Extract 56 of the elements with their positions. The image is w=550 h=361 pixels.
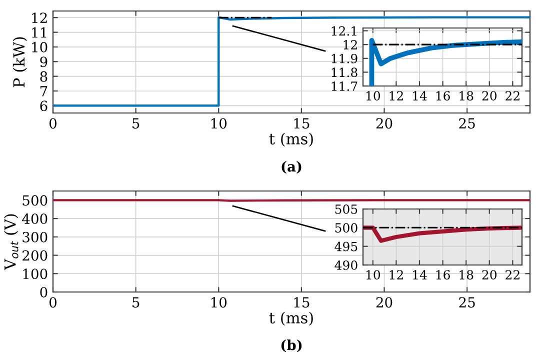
y-tick-label: 11.8 <box>332 68 358 78</box>
y-tick-label: 8 <box>40 71 48 82</box>
y-tick-label: 500 <box>22 195 48 206</box>
y-axis-title: P (kW) <box>12 37 27 88</box>
y-tick-label: 400 <box>22 214 48 224</box>
y-tick-label: 505 <box>335 204 358 214</box>
x-tick-label: 25 <box>459 297 475 308</box>
x-tick-label: 20 <box>482 270 497 280</box>
x-tick-label: 20 <box>376 118 392 129</box>
line-series <box>369 38 522 86</box>
x-tick-label: 22 <box>506 91 520 100</box>
x-tick-label: 10 <box>211 118 227 129</box>
x-tick-label: 12 <box>390 91 403 100</box>
y-tick-label: 10 <box>32 42 48 52</box>
x-tick-label: 10 <box>366 270 380 280</box>
y-tick-label: 500 <box>335 223 358 233</box>
y-tick-label: 11 <box>32 27 46 38</box>
x-tick-label: 0 <box>49 118 56 129</box>
x-tick-label: 14 <box>413 270 427 280</box>
y-tick-label: 300 <box>22 232 48 242</box>
x-tick-label: 20 <box>376 297 392 308</box>
y-tick-label: 200 <box>22 250 48 261</box>
x-tick-label: 25 <box>459 118 475 129</box>
x-tick-label: 10 <box>211 297 227 308</box>
x-tick-label: 15 <box>294 118 310 129</box>
y-tick-label: 11.9 <box>332 54 358 64</box>
line-series <box>53 16 530 107</box>
y-axis-title: V$_{out}$ (V) <box>4 214 18 270</box>
x-tick-label: 18 <box>460 270 474 280</box>
y-tick-label: 9 <box>40 56 48 68</box>
x-tick-label: 15 <box>294 297 310 308</box>
x-tick-label: 5 <box>132 118 140 129</box>
y-tick-label: 495 <box>334 242 358 252</box>
x-axis-title: t (ms) <box>269 312 313 326</box>
y-tick-label: 490 <box>334 260 358 270</box>
x-tick-label: 0 <box>49 297 56 308</box>
y-tick-label: 12 <box>32 12 47 23</box>
y-tick-label: 0 <box>40 286 48 298</box>
y-tick-label: 7 <box>40 86 48 96</box>
y-tick-label: 11.7 <box>332 81 358 91</box>
y-tick-label: 100 <box>23 268 48 280</box>
y-tick-label: 12.1 <box>332 26 356 36</box>
x-tick-label: 12 <box>390 270 403 280</box>
x-tick-label: 16 <box>436 91 450 101</box>
x-tick-label: 20 <box>482 91 497 101</box>
x-tick-label: 16 <box>436 270 450 280</box>
x-tick-label: 10 <box>366 91 380 101</box>
x-tick-label: 22 <box>506 270 520 280</box>
text: (a) <box>282 160 302 174</box>
text: (b) <box>281 339 302 352</box>
x-tick-label: 18 <box>460 91 474 101</box>
y-tick-label: 6 <box>40 100 48 112</box>
x-tick-label: 14 <box>413 91 427 100</box>
x-axis-title: t (ms) <box>269 132 313 147</box>
y-tick-label: 12 <box>344 40 357 50</box>
x-tick-label: 5 <box>132 297 140 308</box>
